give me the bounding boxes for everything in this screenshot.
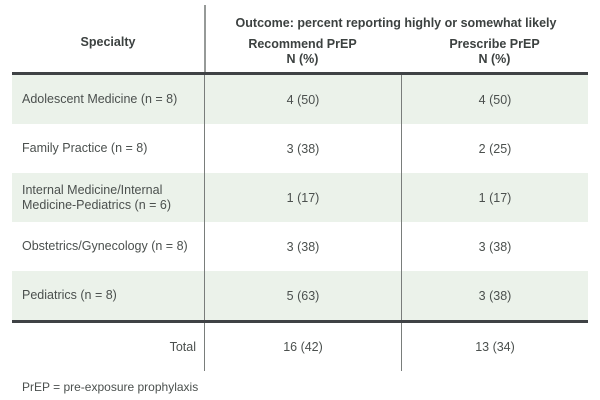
column-header-specialty: Specialty — [80, 35, 136, 49]
table-header: Specialty Outcome: percent reporting hig… — [12, 0, 588, 75]
total-recommend-cell: 16 (42) — [204, 323, 401, 371]
prescribe-cell: 2 (25) — [401, 124, 588, 173]
header-divider — [204, 5, 206, 72]
table-total-row: Total 16 (42) 13 (34) — [12, 323, 588, 371]
total-prescribe-cell: 13 (34) — [401, 323, 588, 371]
column-header-prescribe-title: Prescribe PrEP — [449, 37, 540, 51]
column-header-recommend: Recommend PrEP N (%) — [204, 37, 401, 66]
table-row: Family Practice (n = 8) 3 (38) 2 (25) — [12, 124, 588, 173]
recommend-cell: 3 (38) — [204, 124, 401, 173]
table-row: Obstetrics/Gynecology (n = 8) 3 (38) 3 (… — [12, 222, 588, 271]
prescribe-cell: 1 (17) — [401, 173, 588, 222]
specialty-cell: Family Practice (n = 8) — [22, 141, 148, 155]
recommend-cell: 3 (38) — [204, 222, 401, 271]
table-row: Internal Medicine/Internal Medicine-Pedi… — [12, 173, 588, 222]
prescribe-cell: 3 (38) — [401, 271, 588, 320]
specialty-cell: Internal Medicine/Internal Medicine-Pedi… — [22, 182, 172, 212]
column-header-recommend-unit: N (%) — [286, 51, 319, 66]
prescribe-cell: 4 (50) — [401, 75, 588, 124]
recommend-cell: 5 (63) — [204, 271, 401, 320]
table-row: Pediatrics (n = 8) 5 (63) 3 (38) — [12, 271, 588, 320]
specialty-cell: Obstetrics/Gynecology (n = 8) — [22, 239, 188, 253]
specialty-cell: Pediatrics (n = 8) — [22, 288, 117, 302]
table-body: Adolescent Medicine (n = 8) 4 (50) 4 (50… — [12, 75, 588, 323]
total-label: Total — [169, 339, 196, 354]
prescribe-cell: 3 (38) — [401, 222, 588, 271]
column-header-prescribe-unit: N (%) — [478, 51, 511, 66]
table-footnote: PrEP = pre-exposure prophylaxis — [22, 380, 199, 394]
column-group-header-outcome: Outcome: percent reporting highly or som… — [235, 16, 557, 30]
column-header-prescribe: Prescribe PrEP N (%) — [401, 37, 588, 66]
column-header-recommend-title: Recommend PrEP — [248, 37, 357, 51]
specialty-outcome-table: Specialty Outcome: percent reporting hig… — [12, 0, 588, 371]
recommend-cell: 1 (17) — [204, 173, 401, 222]
specialty-cell: Adolescent Medicine (n = 8) — [22, 92, 178, 106]
table-row: Adolescent Medicine (n = 8) 4 (50) 4 (50… — [12, 75, 588, 124]
recommend-cell: 4 (50) — [204, 75, 401, 124]
